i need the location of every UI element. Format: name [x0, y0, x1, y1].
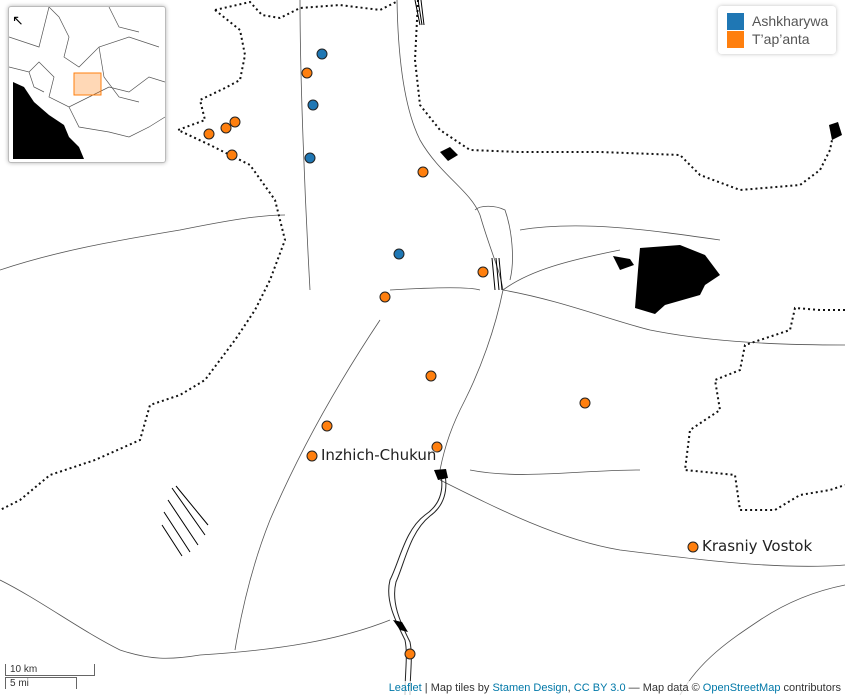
- legend-label: Ashkharywa: [752, 13, 829, 29]
- arrow-northwest-icon[interactable]: ↖: [12, 12, 24, 28]
- inset-view-box[interactable]: [73, 72, 102, 96]
- legend-label: T’ap’anta: [752, 31, 810, 47]
- scale-bar: 10 km 5 mi: [5, 664, 95, 689]
- point-tapanta[interactable]: [579, 397, 591, 409]
- scale-metric: 10 km: [5, 664, 95, 676]
- point-tapanta[interactable]: [379, 291, 391, 303]
- point-tapanta[interactable]: [226, 149, 238, 161]
- attribution-text: | Map tiles by: [424, 682, 490, 694]
- attribution-text: — Map data ©: [628, 682, 700, 694]
- point-ashkharywa[interactable]: [304, 152, 316, 164]
- point-tapanta[interactable]: [203, 128, 215, 140]
- point-tapanta[interactable]: [477, 266, 489, 278]
- point-tapanta[interactable]: [431, 441, 443, 453]
- leaflet-link[interactable]: Leaflet: [388, 682, 422, 694]
- point-tapanta-krasniy-vostok[interactable]: [687, 541, 699, 553]
- point-ashkharywa[interactable]: [307, 99, 319, 111]
- legend: Ashkharywa T’ap’anta: [718, 6, 836, 54]
- stamen-link[interactable]: Stamen Design: [492, 682, 568, 694]
- point-ashkharywa[interactable]: [316, 48, 328, 60]
- osm-link[interactable]: OpenStreetMap: [702, 682, 781, 694]
- point-ashkharywa[interactable]: [393, 248, 405, 260]
- point-tapanta[interactable]: [417, 166, 429, 178]
- point-tapanta[interactable]: [220, 122, 232, 134]
- point-tapanta[interactable]: [301, 67, 313, 79]
- inset-minimap[interactable]: ↖: [8, 6, 166, 163]
- scale-imperial: 5 mi: [5, 677, 77, 689]
- point-tapanta[interactable]: [404, 648, 416, 660]
- legend-item-tapanta: T’ap’anta: [727, 30, 810, 48]
- point-tapanta[interactable]: [229, 116, 241, 128]
- point-tapanta[interactable]: [425, 370, 437, 382]
- point-tapanta-inzhich-chukun[interactable]: [306, 450, 318, 462]
- attribution: Leaflet | Map tiles by Stamen Design, CC…: [384, 681, 845, 695]
- place-label-krasniy-vostok: Krasniy Vostok: [702, 537, 813, 555]
- attribution-text: contributors: [783, 682, 841, 694]
- place-label-inzhich-chukun: Inzhich-Chukun: [321, 446, 437, 464]
- cc-link[interactable]: CC BY 3.0: [573, 682, 626, 694]
- legend-swatch: [727, 30, 744, 48]
- legend-swatch: [727, 12, 744, 30]
- inset-map: [9, 7, 165, 159]
- legend-item-ashkharywa: Ashkharywa: [727, 12, 828, 30]
- point-tapanta[interactable]: [321, 420, 333, 432]
